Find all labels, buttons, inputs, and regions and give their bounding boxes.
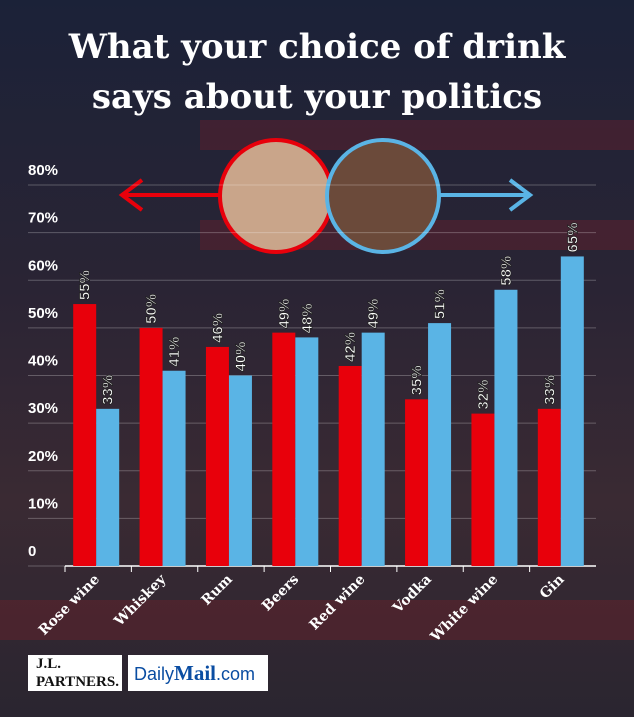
value-label: 46%	[209, 313, 226, 343]
y-tick-label: 20%	[28, 448, 58, 465]
value-label: 32%	[475, 380, 492, 410]
bar	[139, 327, 163, 566]
value-label: 58%	[498, 256, 515, 286]
logo-text: PARTNERS.	[36, 674, 119, 690]
x-tick-label: Gin	[537, 572, 568, 603]
value-label: 40%	[232, 341, 249, 371]
value-label: 49%	[276, 299, 293, 329]
value-label: 33%	[541, 375, 558, 405]
value-label: 50%	[143, 294, 160, 324]
bar	[405, 399, 429, 566]
y-tick-label: 40%	[28, 353, 58, 370]
y-tick-label: 60%	[28, 257, 58, 274]
bar	[295, 337, 319, 566]
value-label: 41%	[166, 337, 183, 367]
bar	[162, 370, 186, 566]
bar	[537, 408, 561, 566]
bar	[73, 304, 97, 566]
bar	[494, 289, 518, 566]
value-label: 51%	[432, 289, 449, 319]
bar	[338, 365, 362, 566]
logo-box	[128, 655, 268, 691]
logo-part: Daily	[134, 664, 174, 684]
value-label: 35%	[409, 365, 426, 395]
logo-text: J.L.	[36, 656, 61, 672]
logo-text: DailyMail.com	[134, 661, 255, 685]
bar	[96, 408, 120, 566]
chart-title: What your choice of drink says about you…	[68, 27, 566, 117]
y-tick-label: 80%	[28, 162, 58, 179]
bar	[205, 346, 229, 566]
portrait-left	[218, 138, 334, 254]
y-tick-label: 10%	[28, 495, 58, 512]
arrow-head	[118, 178, 144, 212]
stripe	[0, 600, 634, 640]
logo-part: Mail	[174, 661, 216, 685]
bar	[228, 375, 252, 566]
portrait-right	[325, 138, 441, 254]
bar	[361, 332, 385, 566]
y-tick-label: 0	[28, 543, 36, 560]
value-label: 65%	[564, 222, 581, 252]
arrow-head	[508, 178, 534, 212]
bar	[471, 413, 495, 566]
value-label: 33%	[100, 375, 117, 405]
y-tick-label: 30%	[28, 400, 58, 417]
bar	[272, 332, 296, 566]
value-label: 55%	[77, 270, 94, 300]
y-tick-label: 70%	[28, 210, 58, 227]
bar	[428, 323, 452, 566]
logo-box	[28, 655, 122, 691]
value-label: 42%	[342, 332, 359, 362]
y-tick-label: 50%	[28, 305, 58, 322]
logo-part: .com	[216, 664, 255, 684]
value-label: 49%	[365, 299, 382, 329]
value-label: 48%	[299, 303, 316, 333]
bar	[560, 256, 584, 566]
